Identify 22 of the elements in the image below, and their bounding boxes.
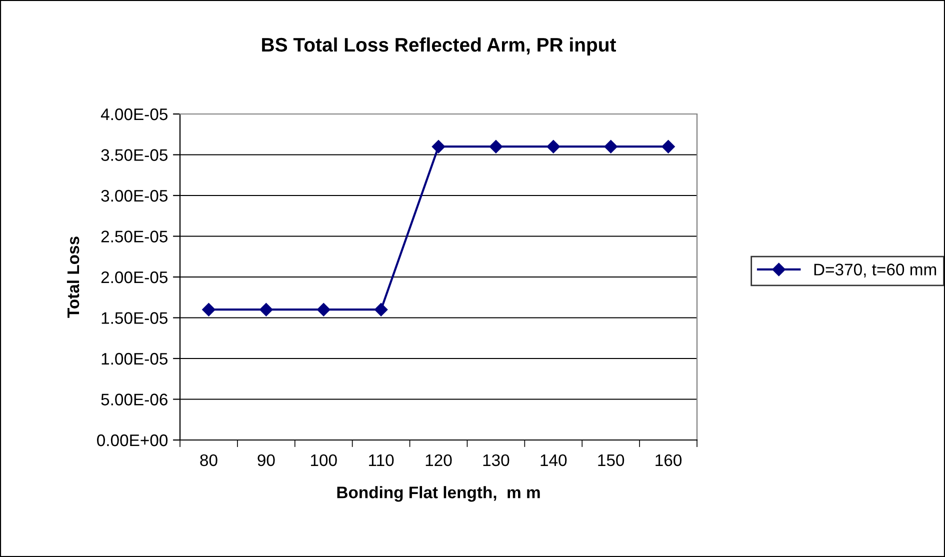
x-tick-label: 110 bbox=[369, 454, 394, 466]
y-tick-label: 3.00E-05 bbox=[101, 190, 168, 202]
x-tick-label: 160 bbox=[656, 454, 682, 466]
y-axis-title: Total Loss bbox=[66, 236, 80, 318]
y-tick-label: 0.00E+00 bbox=[97, 434, 168, 446]
y-tick-label: 2.00E-05 bbox=[101, 271, 168, 284]
y-tick-label: 5.00E-06 bbox=[101, 394, 168, 406]
x-tick-label: 90 bbox=[258, 454, 275, 466]
y-tick-label: 1.50E-05 bbox=[102, 312, 168, 324]
x-tick-label: 150 bbox=[598, 454, 624, 466]
x-tick-label: 80 bbox=[200, 454, 218, 466]
x-tick-label: 140 bbox=[540, 454, 567, 466]
x-tick-label: 100 bbox=[310, 454, 337, 466]
chart-title: BS Total Loss Reflected Arm, PR input bbox=[262, 37, 616, 56]
y-tick-label: 1.00E-05 bbox=[102, 352, 168, 365]
y-tick-label: 3.50E-05 bbox=[101, 149, 168, 161]
x-tick-label: 120 bbox=[426, 454, 452, 466]
legend-label: D=370, t=60 mm bbox=[814, 264, 936, 278]
x-tick-label: 130 bbox=[483, 454, 510, 466]
x-axis-title: Bonding Flat length, m m bbox=[337, 486, 540, 502]
y-tick-label: 4.00E-05 bbox=[100, 108, 168, 120]
y-tick-label: 2.50E-05 bbox=[101, 230, 168, 242]
